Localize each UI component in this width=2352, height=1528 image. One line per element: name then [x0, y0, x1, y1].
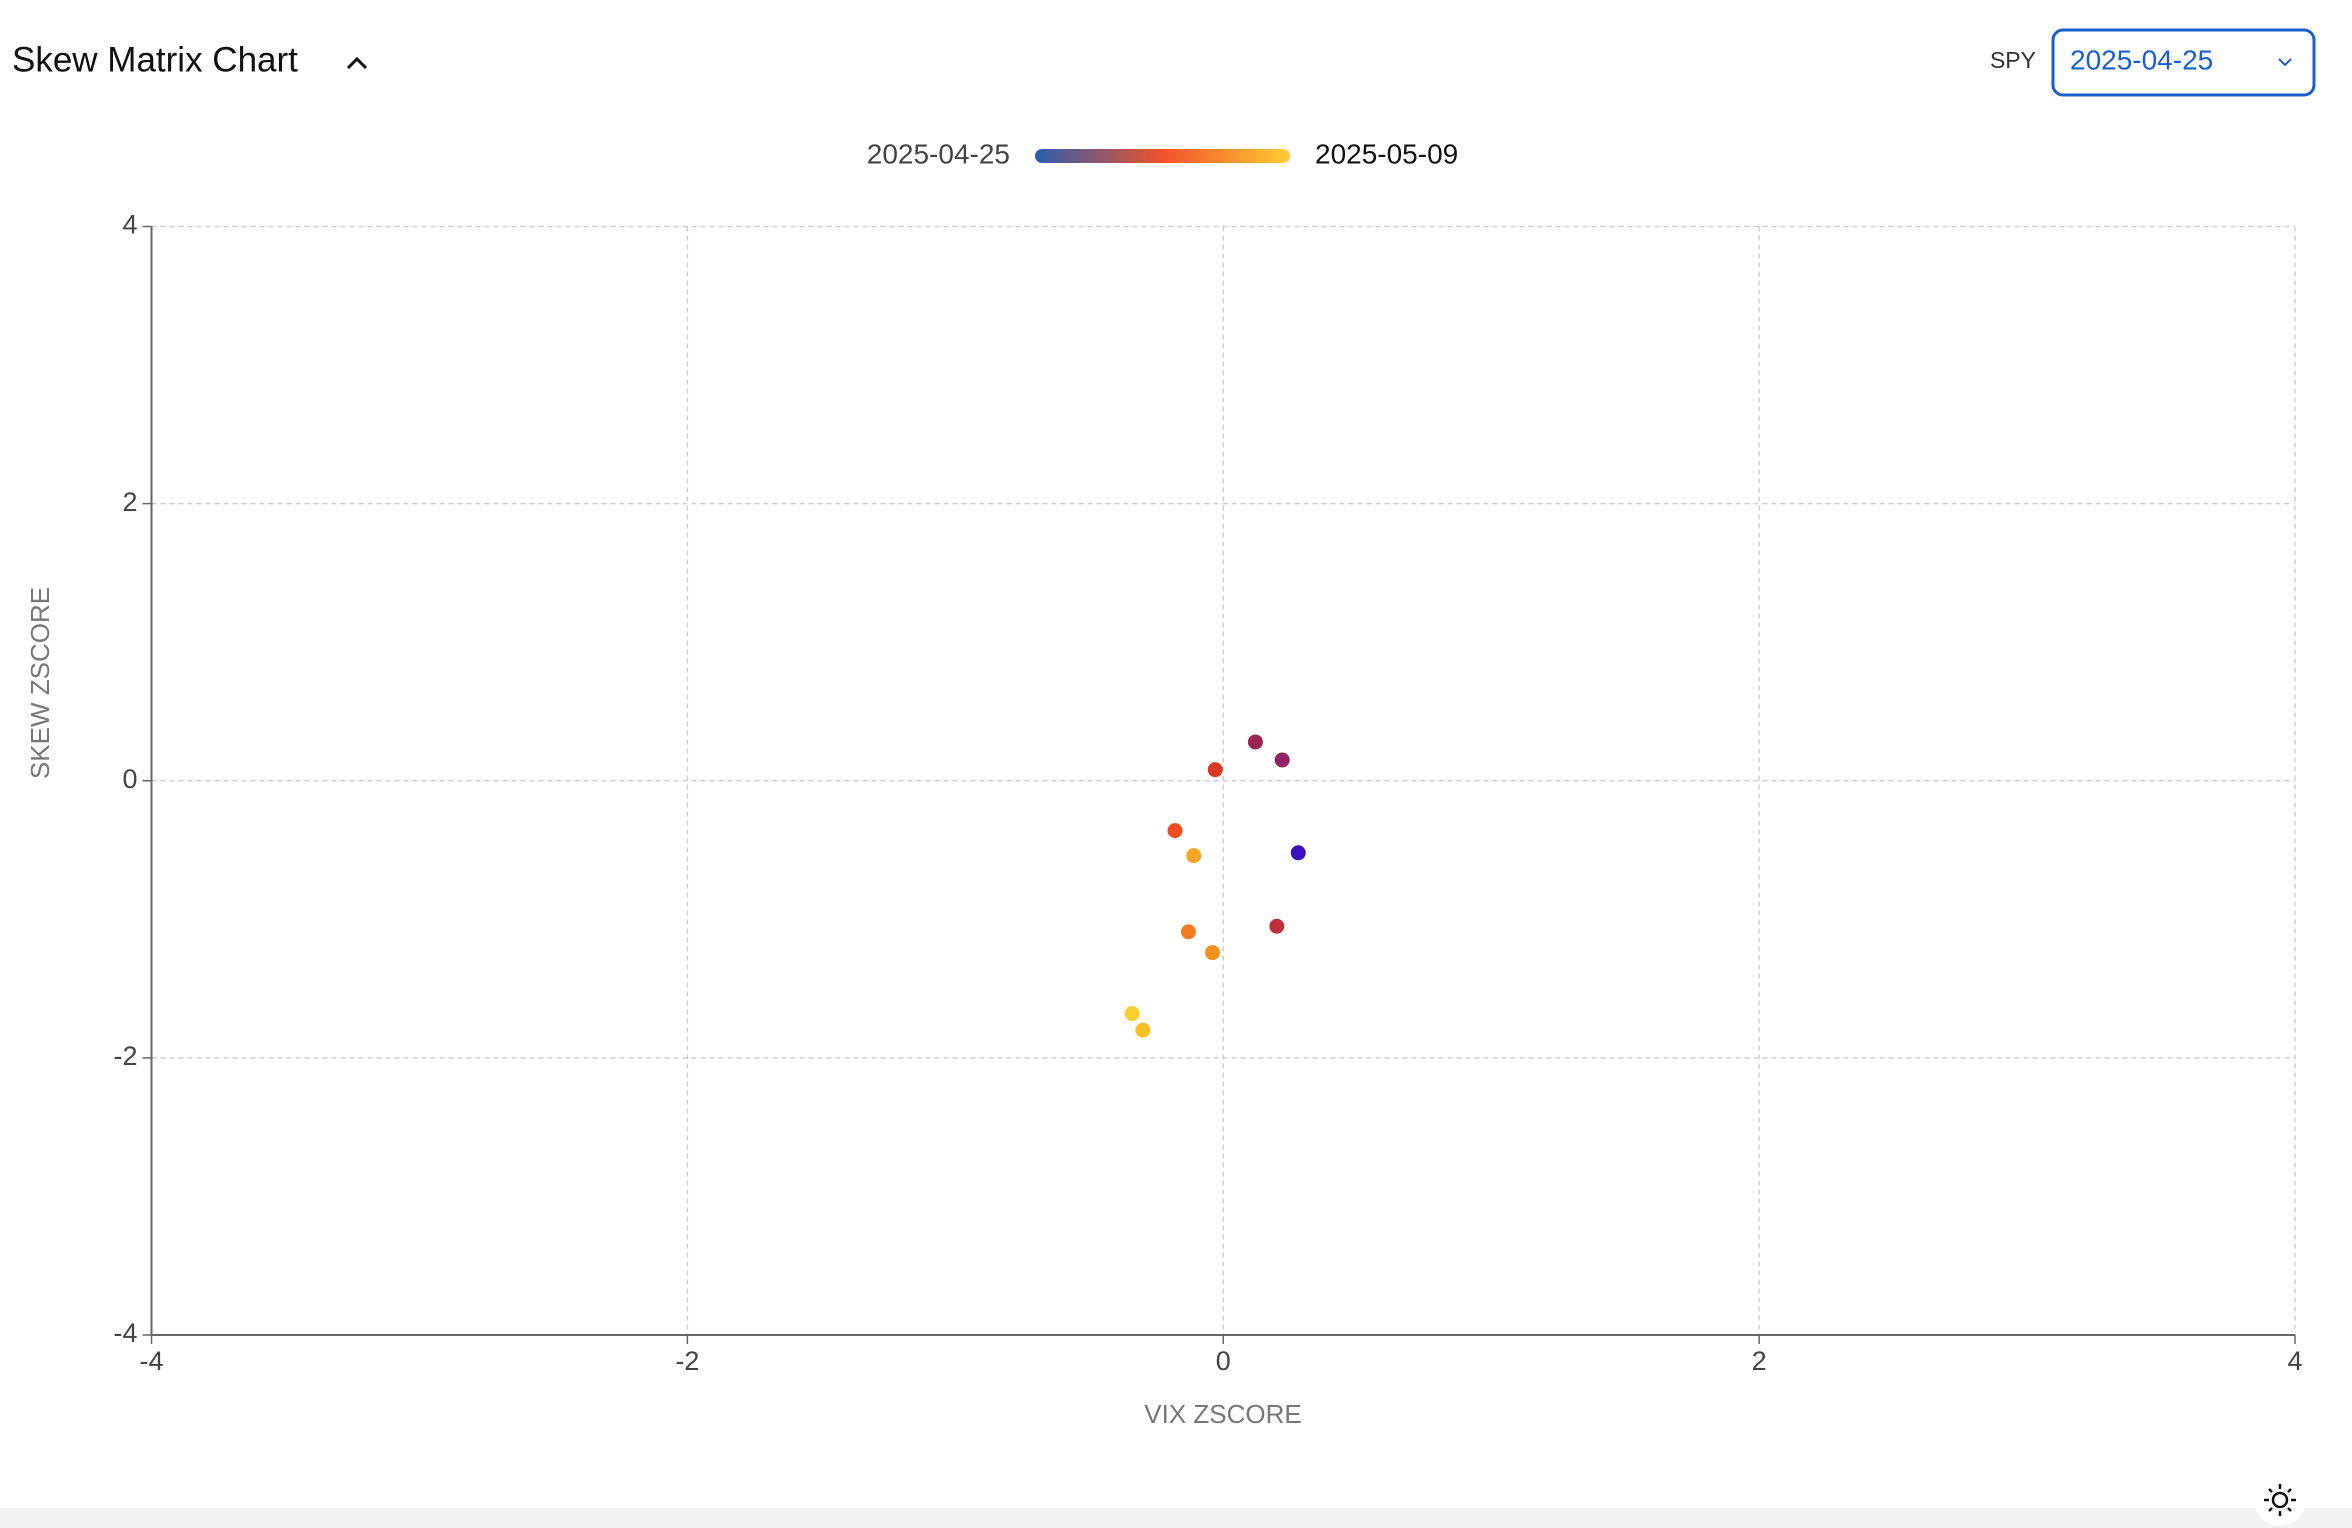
collapse-toggle[interactable] [346, 56, 368, 70]
sun-icon [2271, 1491, 2289, 1509]
scatter-point [1135, 1022, 1151, 1038]
date-select-value: 2025-04-25 [2070, 44, 2213, 75]
theme-button[interactable] [2254, 1474, 2306, 1526]
legend-end: 2025-05-09 [1315, 138, 1458, 169]
scatter-point [1269, 918, 1285, 934]
x-axis-label: VIX ZSCORE [1144, 1399, 1301, 1429]
scatter-point [1247, 734, 1263, 750]
x-tick-label: -4 [139, 1346, 163, 1376]
x-tick-label: 4 [2287, 1346, 2302, 1376]
y-tick-label: 0 [122, 764, 137, 794]
ticker-label: SPY [1990, 47, 2036, 73]
page-title: Skew Matrix Chart [12, 40, 298, 79]
sun-rays [2264, 1484, 2296, 1516]
legend-gradient [1035, 149, 1290, 163]
scatter-point [1167, 823, 1183, 839]
select-caret [2278, 58, 2292, 67]
y-tick-label: 2 [122, 487, 137, 517]
scatter-point [1290, 845, 1306, 861]
scatter-point [1180, 924, 1196, 940]
x-tick-label: -2 [675, 1346, 699, 1376]
y-tick-label: 4 [122, 210, 137, 240]
footer-strip [0, 1508, 2352, 1528]
scatter-point [1186, 848, 1202, 864]
date-select[interactable] [2051, 28, 2316, 97]
scatter-point [1207, 762, 1223, 778]
y-axis-label: SKEW ZSCORE [25, 587, 55, 779]
y-tick-label: -4 [113, 1318, 137, 1348]
x-tick-label: 2 [1752, 1346, 1767, 1376]
y-tick-label: -2 [113, 1041, 137, 1071]
scatter-point [1124, 1006, 1140, 1022]
legend-start: 2025-04-25 [867, 138, 1010, 169]
x-tick-label: 0 [1216, 1346, 1231, 1376]
theme-toggle[interactable] [2254, 1474, 2306, 1526]
scatter-point [1274, 752, 1290, 768]
scatter-point [1205, 945, 1221, 961]
